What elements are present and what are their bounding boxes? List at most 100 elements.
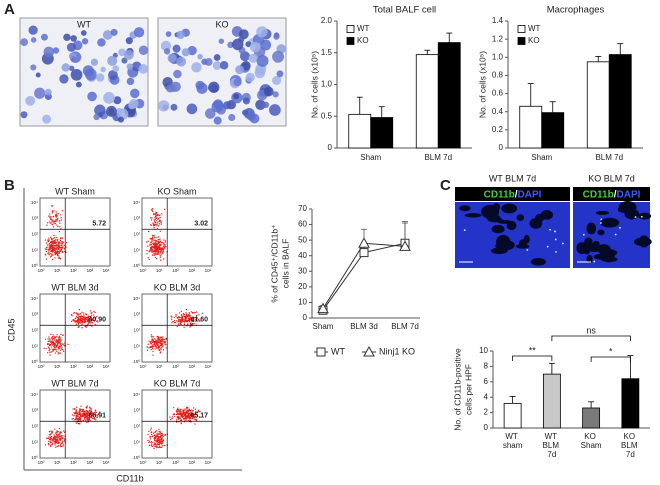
bar — [541, 112, 565, 149]
flow-tick-label: 10³ — [87, 364, 94, 369]
cell — [233, 78, 242, 87]
flow-event — [191, 412, 193, 414]
flow-event — [90, 416, 92, 418]
flow-event — [156, 439, 158, 442]
flow-event — [162, 243, 164, 245]
flow-event — [51, 253, 53, 255]
flow-event — [64, 431, 66, 433]
flow-event — [52, 349, 54, 352]
flow-event — [59, 222, 61, 224]
flow-event — [50, 255, 52, 257]
flow-event — [182, 410, 185, 412]
flow-event — [156, 340, 159, 342]
flow-event — [88, 416, 90, 418]
flow-event — [186, 406, 188, 408]
flow-event — [76, 415, 79, 417]
flow-event — [152, 213, 155, 215]
flow-event — [64, 342, 66, 344]
flow-event — [50, 351, 52, 353]
flow-event — [77, 326, 79, 329]
flow-event — [152, 250, 155, 252]
y-tick-label: 10 — [479, 346, 488, 355]
flow-tick-label: 10¹ — [54, 268, 61, 273]
flow-tick-label: 10³ — [133, 216, 140, 221]
if-airspace — [597, 229, 605, 236]
flow-event — [45, 248, 48, 250]
flow-event — [60, 345, 62, 347]
flow-event — [55, 211, 57, 213]
flow-plot-label: WT BLM 7d — [51, 378, 98, 388]
flow-event — [199, 410, 201, 413]
flow-event — [57, 245, 60, 247]
flow-event — [48, 240, 50, 242]
flow-tick-label: 10² — [31, 328, 38, 333]
flow-event — [170, 315, 172, 317]
x-tick-label: WT BLM 7d — [543, 432, 562, 459]
flow-event — [151, 237, 153, 239]
micrograph-label: KO — [215, 19, 228, 29]
flow-event — [57, 247, 59, 250]
cell — [106, 105, 117, 117]
flow-event — [56, 440, 58, 442]
flow-event — [189, 415, 191, 417]
flow-event — [55, 339, 57, 341]
flow-event — [79, 414, 82, 416]
error-bar — [617, 43, 624, 55]
flow-event — [164, 246, 166, 248]
flow-event — [50, 436, 52, 438]
flow-event — [161, 242, 164, 244]
flow-event — [158, 241, 161, 244]
flow-event — [151, 251, 153, 253]
y-tick-label: 0.6 — [492, 89, 504, 98]
flow-event — [73, 415, 75, 417]
if-airspace — [464, 213, 482, 218]
flow-event — [154, 253, 156, 255]
flow-tick-label: 10⁴ — [103, 364, 110, 369]
flow-event — [59, 439, 61, 442]
flow-event — [185, 409, 187, 411]
flow-event — [53, 346, 56, 349]
flow-event — [157, 336, 159, 338]
flow-event — [182, 416, 184, 418]
flow-event — [180, 419, 182, 422]
flow-event — [59, 341, 62, 343]
flow-event — [193, 322, 195, 325]
flow-event — [50, 344, 52, 346]
if-airspace — [595, 210, 610, 215]
flow-event — [153, 342, 155, 344]
flow-event — [84, 414, 86, 416]
flow-event — [86, 316, 88, 319]
flow-event — [86, 407, 88, 409]
flow-event — [83, 312, 85, 314]
flow-event — [157, 245, 159, 247]
flow-event — [96, 414, 98, 417]
flow-event — [52, 249, 54, 251]
flow-event — [183, 320, 185, 322]
flow-event — [55, 244, 58, 246]
flow-event — [157, 225, 160, 227]
flow-event — [189, 417, 191, 419]
flow-event — [57, 252, 59, 254]
y-tick-label: 20 — [298, 282, 307, 291]
flow-event — [178, 318, 180, 320]
flow-event — [161, 442, 163, 444]
flow-event — [49, 221, 51, 223]
flow-event — [152, 210, 154, 213]
flow-event — [91, 314, 93, 316]
flow-event — [183, 415, 186, 417]
flow-event — [160, 343, 162, 345]
flow-event — [182, 315, 184, 317]
flow-event — [182, 415, 184, 417]
flow-event — [60, 438, 62, 440]
flow-event — [159, 446, 161, 448]
flow-event — [189, 323, 191, 325]
flow-event — [51, 254, 53, 256]
flow-event — [176, 408, 179, 410]
flow-event — [91, 415, 93, 417]
cell — [68, 65, 75, 72]
flow-event — [60, 435, 62, 438]
flow-tick-label: 10³ — [189, 364, 196, 369]
stain-label-part: DAPI — [518, 189, 542, 200]
cell — [90, 58, 99, 66]
flow-event — [51, 212, 54, 214]
